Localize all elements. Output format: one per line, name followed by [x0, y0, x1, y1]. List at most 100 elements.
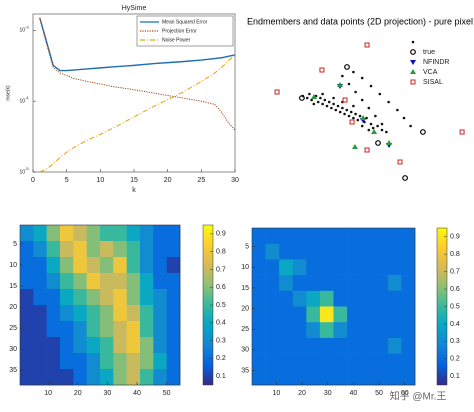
heatmap-cell	[153, 321, 167, 338]
endmember-sisal	[364, 42, 370, 48]
heatmap-cell	[374, 259, 389, 276]
endmember-triangle-down	[410, 60, 416, 65]
heatmap-cell	[33, 305, 47, 322]
heatmap-cell	[401, 243, 416, 260]
data-point	[347, 82, 351, 86]
x-tick-label: 0	[31, 177, 35, 184]
heatmap-cell	[306, 275, 321, 292]
heatmap-cell	[60, 241, 74, 258]
heatmap-cell	[279, 337, 294, 354]
heatmap-cell	[360, 369, 375, 386]
heatmap-cell	[279, 259, 294, 276]
heatmap-cell	[306, 353, 321, 370]
heatmap-cell	[360, 290, 375, 307]
endmember-true	[410, 49, 416, 55]
heatmap-cell	[100, 257, 114, 274]
heatmap-cell	[374, 369, 389, 386]
endmember-sisal	[459, 129, 465, 135]
heatmap-cell	[20, 369, 34, 386]
heatmap-cell	[100, 337, 114, 354]
heatmap-cell	[265, 306, 280, 323]
heatmap-cell	[86, 273, 101, 290]
data-point	[378, 92, 382, 96]
heatmap-cell	[401, 353, 416, 370]
heatmap-cell	[347, 259, 361, 276]
heatmap-cell	[292, 228, 307, 244]
heatmap-cell	[100, 353, 114, 370]
plot-frame	[19, 224, 181, 386]
data-point	[376, 124, 379, 128]
heatmap-cell	[140, 225, 154, 242]
heatmap-cell	[279, 369, 294, 386]
x-tick-label: 30	[231, 177, 239, 184]
heatmap-cell	[126, 257, 141, 274]
x-tick-label: 20	[164, 177, 172, 184]
heatmap-cell	[333, 306, 348, 323]
heatmap-cell	[292, 275, 307, 292]
heatmap-cell	[374, 337, 389, 354]
heatmap-cell	[153, 337, 167, 354]
data-point	[330, 106, 333, 110]
heatmap-cell	[347, 228, 361, 244]
heatmap-cell	[140, 289, 154, 306]
heatmap-cell	[113, 305, 127, 322]
heatmap-cell	[347, 306, 361, 323]
x-tick-label: 15	[130, 177, 138, 184]
heatmap-cell	[265, 322, 280, 339]
colorbar-label: 0.8	[450, 251, 460, 258]
heatmap-cell	[401, 337, 416, 354]
heatmap-cell	[401, 290, 416, 307]
y-tick-label: 10	[19, 98, 25, 104]
heatmap-cell	[126, 273, 141, 290]
x-tick-label: 30	[324, 390, 332, 397]
heatmap-cell	[279, 290, 294, 307]
heatmap-cell	[33, 289, 47, 306]
heatmap-cell	[347, 353, 361, 370]
heatmap-cell	[73, 305, 87, 322]
heatmap-cell	[387, 275, 402, 292]
heatmap-cell	[166, 225, 181, 242]
heatmap-cell	[46, 225, 61, 242]
data-point	[369, 122, 373, 126]
heatmap-cell	[401, 369, 416, 386]
y-tick-label: 5	[13, 241, 17, 248]
data-point	[358, 114, 362, 118]
heatmap-cell	[387, 353, 402, 370]
data-point	[354, 112, 357, 116]
heatmap-cell	[100, 369, 114, 386]
heatmap-cell	[140, 257, 154, 274]
heatmap-cell	[166, 321, 181, 338]
heatmap-cell	[252, 228, 266, 244]
endmember-triangle-up	[351, 144, 358, 149]
colorbar-label: 0.9	[216, 231, 226, 238]
x-tick-label: 50	[163, 390, 171, 397]
heatmap-cell	[265, 275, 280, 292]
data-point	[367, 106, 371, 110]
heatmap-cell	[360, 259, 375, 276]
heatmap-cell	[60, 337, 74, 354]
heatmap-cell	[33, 321, 47, 338]
data-point	[380, 122, 384, 126]
data-point	[332, 102, 335, 106]
endmember-triangle-up	[371, 129, 378, 134]
heatmap-cell	[319, 337, 334, 354]
heatmap-cell	[153, 225, 167, 242]
heatmap-cell	[73, 241, 87, 258]
legend-label: NFINDR	[423, 59, 449, 66]
heatmap-cell	[166, 305, 181, 322]
data-point	[352, 104, 355, 108]
heatmap-cell	[360, 322, 375, 339]
heatmap-cell	[86, 241, 101, 258]
heatmap-cell	[20, 353, 34, 370]
data-point	[354, 90, 357, 94]
data-point	[385, 130, 388, 134]
heatmap-cell	[140, 241, 154, 258]
data-point	[380, 128, 384, 132]
heatmap-cell	[20, 305, 34, 322]
heatmap-cell	[166, 289, 181, 306]
heatmap-cell	[86, 321, 101, 338]
heatmap-cell	[140, 321, 154, 338]
endmember-true	[420, 129, 426, 135]
x-tick-label: 40	[133, 390, 141, 397]
heatmap-cell	[401, 306, 416, 323]
